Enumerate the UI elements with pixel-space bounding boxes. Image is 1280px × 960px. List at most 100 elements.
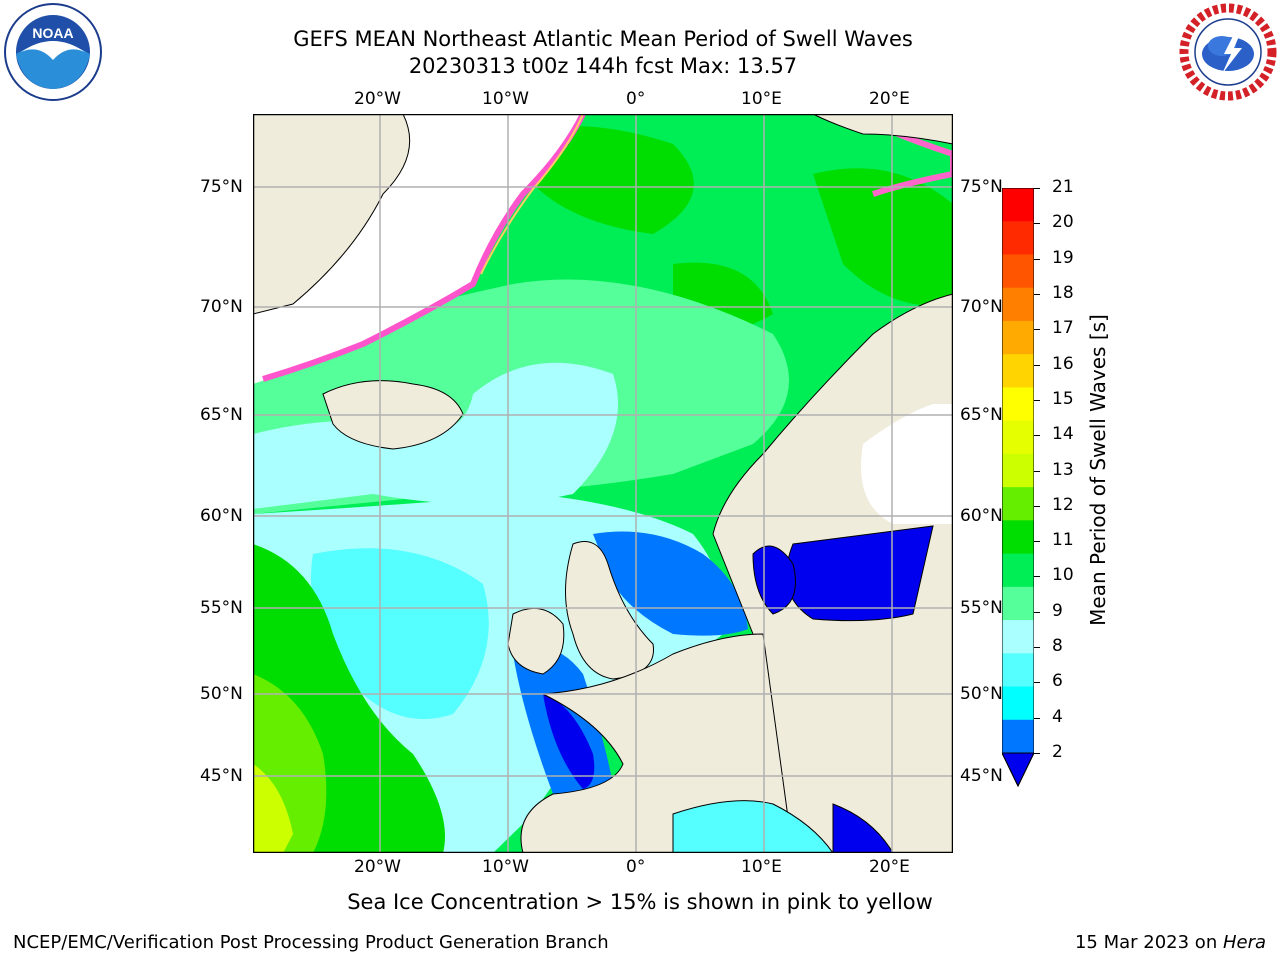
- noaa-logo-text: NOAA: [32, 25, 73, 41]
- footer-date-text: 15 Mar 2023 on: [1074, 932, 1223, 953]
- colorbar-tick-label: 19: [1052, 247, 1074, 268]
- colorbar-band: [1002, 221, 1034, 255]
- colorbar-tick-label: 8: [1052, 636, 1063, 657]
- colorbar-label: Mean Period of Swell Waves [s]: [1086, 314, 1110, 626]
- colorbar-tick-mark: [1034, 364, 1040, 366]
- colorbar-band: [1002, 320, 1034, 355]
- lat-label-right: 75°N: [960, 177, 1003, 197]
- colorbar-tick-label: 14: [1052, 424, 1074, 445]
- colorbar-tick-label: 17: [1052, 318, 1074, 339]
- lon-label-bottom: 20°W: [354, 857, 401, 877]
- colorbar-tick-label: 10: [1052, 565, 1074, 586]
- colorbar-tick-mark: [1034, 435, 1040, 437]
- colorbar-outline: [1001, 187, 1035, 788]
- colorbar-tick-label: 11: [1052, 530, 1074, 551]
- lat-label-right: 45°N: [960, 766, 1003, 786]
- north-sea-blue: [593, 531, 748, 636]
- colorbar-tick-label: 15: [1052, 388, 1074, 409]
- swell-period-map: [252, 113, 954, 854]
- colorbar-band: [1002, 287, 1034, 322]
- noaa-logo: NOAA: [3, 2, 103, 102]
- colorbar-tick-label: 20: [1052, 212, 1074, 233]
- colorbar-tick-mark: [1034, 329, 1040, 331]
- colorbar-tick-label: 12: [1052, 494, 1074, 515]
- lon-label-bottom: 20°E: [869, 857, 910, 877]
- chart-title: GEFS MEAN Northeast Atlantic Mean Period…: [293, 27, 913, 51]
- greenland-land: [253, 114, 411, 315]
- lat-label-left: 60°N: [200, 506, 243, 526]
- colorbar-band: [1002, 520, 1034, 555]
- nws-logo: [1178, 2, 1278, 102]
- colorbar-tick-label: 21: [1052, 177, 1074, 197]
- colorbar-tick-mark: [1034, 611, 1040, 613]
- colorbar-scale: [1001, 187, 1035, 788]
- mediterranean-overlay: [672, 800, 834, 853]
- colorbar-tick-mark: [1034, 576, 1040, 578]
- colorbar-band: [1002, 188, 1034, 222]
- colorbar-tick-mark: [1034, 647, 1040, 649]
- map-border: [252, 113, 954, 854]
- colorbar-band: [1002, 586, 1034, 621]
- colorbar-tick-mark: [1034, 717, 1040, 719]
- chart-subtitle: 20230313 t00z 144h fcst Max: 13.57: [408, 54, 798, 78]
- colorbar-tick-mark: [1034, 188, 1040, 189]
- lon-label-bottom: 10°W: [482, 857, 529, 877]
- map-canvas: [252, 113, 954, 854]
- ice-edge-yellow: [480, 114, 584, 275]
- lon-label-top: 10°E: [741, 89, 782, 109]
- colorbar-tick-label: 16: [1052, 353, 1074, 374]
- ice-edge: [262, 114, 586, 382]
- colorbar-band: [1002, 719, 1034, 754]
- footer-date: 15 Mar 2023 on Hera: [1075, 932, 1266, 953]
- lon-label-bottom: 10°E: [741, 857, 782, 877]
- lon-label-top: 20°E: [869, 89, 910, 109]
- lat-label-right: 60°N: [960, 506, 1003, 526]
- footer-host: Hera: [1222, 932, 1266, 953]
- colorbar-band: [1002, 653, 1034, 688]
- footer-credit: NCEP/EMC/Verification Post Processing Pr…: [13, 932, 609, 953]
- lat-label-left: 75°N: [200, 177, 243, 197]
- lon-label-bottom: 0°: [626, 857, 646, 877]
- colorbar-extend-triangle: [1001, 752, 1035, 788]
- colorbar-tick-mark: [1034, 258, 1040, 260]
- colorbar-tick-label: 4: [1052, 706, 1063, 727]
- colorbar-tick-label: 13: [1052, 459, 1074, 480]
- lat-label-left: 45°N: [200, 766, 243, 786]
- colorbar-tick-mark: [1034, 399, 1040, 401]
- lon-label-top: 10°W: [482, 89, 529, 109]
- colorbar-band: [1002, 354, 1034, 388]
- green-patch: [813, 168, 953, 306]
- colorbar-tick-mark: [1034, 541, 1040, 543]
- ocean-cyan-patch: [311, 548, 489, 719]
- lon-label-top: 20°W: [354, 89, 401, 109]
- colorbar-band: [1002, 387, 1034, 422]
- lat-label-right: 50°N: [960, 684, 1003, 704]
- colorbar-band: [1002, 686, 1034, 721]
- colorbar-tick-label: 18: [1052, 282, 1074, 303]
- lat-label-left: 50°N: [200, 684, 243, 704]
- colorbar-tick-mark: [1034, 753, 1040, 754]
- colorbar-tick-mark: [1034, 470, 1040, 472]
- lat-label-left: 70°N: [200, 297, 243, 317]
- lat-label-right: 65°N: [960, 405, 1003, 425]
- lat-label-right: 55°N: [960, 598, 1003, 618]
- biscay-deep: [543, 694, 595, 789]
- lon-label-top: 0°: [626, 89, 646, 109]
- colorbar-tick-label: 2: [1052, 742, 1063, 762]
- colorbar-band: [1002, 553, 1034, 588]
- colorbar-band: [1002, 453, 1034, 488]
- colorbar-tick-mark: [1034, 223, 1040, 225]
- sea-ice-note: Sea Ice Concentration > 15% is shown in …: [347, 890, 933, 914]
- colorbar-tick-mark: [1034, 682, 1040, 684]
- colorbar-band: [1002, 487, 1034, 521]
- colorbar-tick-label: 9: [1052, 600, 1063, 621]
- lat-label-left: 65°N: [200, 405, 243, 425]
- colorbar-band: [1002, 620, 1034, 654]
- colorbar-tick-mark: [1034, 293, 1040, 295]
- ireland-land: [507, 607, 565, 675]
- colorbar: [1001, 187, 1035, 788]
- scandinavia-snow: [861, 404, 953, 524]
- colorbar-tick-mark: [1034, 505, 1040, 507]
- continental-europe-land: [520, 633, 794, 853]
- lat-label-right: 70°N: [960, 297, 1003, 317]
